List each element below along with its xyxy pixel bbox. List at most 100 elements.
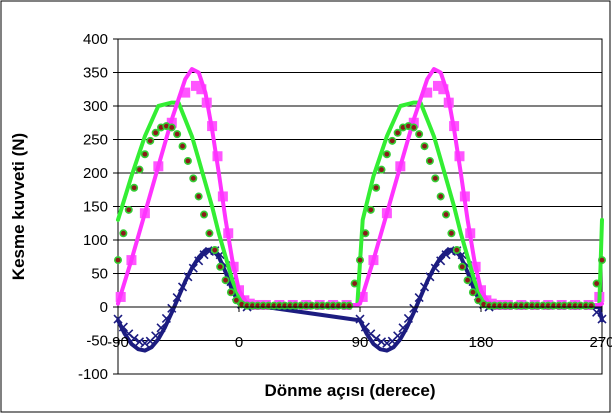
dot-marker	[409, 123, 418, 132]
dot-marker	[189, 174, 198, 183]
dot-marker	[442, 210, 451, 219]
cross-marker	[382, 338, 392, 348]
dot-marker	[114, 256, 123, 265]
y-tick-label: 50	[91, 266, 108, 283]
dot-marker	[474, 296, 483, 305]
y-tick-label: 250	[83, 132, 108, 149]
square-marker	[438, 84, 449, 95]
y-tick-label: 0	[100, 299, 108, 316]
dot-marker	[167, 123, 176, 132]
cross-marker	[371, 333, 381, 344]
cross-marker	[403, 313, 413, 323]
square-marker	[422, 87, 433, 98]
dot-marker	[130, 183, 139, 192]
dot-marker	[415, 130, 424, 139]
dot-marker	[377, 165, 386, 174]
dot-marker	[372, 183, 381, 192]
cross-marker	[360, 322, 370, 332]
dot-marker	[452, 246, 461, 255]
y-tick-label: 200	[83, 165, 108, 182]
dot-marker	[350, 279, 359, 288]
cross-marker	[113, 314, 123, 324]
dot-marker	[587, 301, 596, 310]
dot-marker	[216, 262, 225, 271]
cross-marker	[398, 323, 408, 333]
dot-marker	[431, 174, 440, 183]
cross-marker	[156, 323, 166, 333]
cross-marker	[414, 293, 424, 303]
dot-marker	[232, 296, 241, 305]
dot-marker	[151, 128, 160, 137]
y-tick-label: -100	[78, 366, 108, 383]
series-line-1	[116, 67, 604, 307]
square-marker	[432, 80, 443, 91]
square-marker	[190, 80, 201, 91]
y-tick-label: 150	[83, 199, 108, 216]
dot-marker	[592, 279, 601, 288]
cross-marker	[355, 314, 365, 324]
y-tick-label: -50	[86, 333, 108, 350]
x-axis-title: Dönme açısı (derece)	[264, 381, 435, 400]
x-tick-label: -90	[107, 334, 129, 351]
dot-marker	[221, 276, 230, 285]
dot-marker	[463, 276, 472, 285]
dot-marker	[382, 150, 391, 159]
cross-marker	[409, 303, 419, 313]
cross-marker	[376, 337, 387, 347]
x-tick-label: 270	[589, 334, 612, 351]
x-tick-label: 180	[468, 334, 493, 351]
y-tick-label: 100	[83, 232, 108, 249]
dot-marker	[388, 136, 397, 145]
dot-marker	[226, 288, 235, 297]
cross-marker	[129, 333, 139, 344]
dot-marker	[393, 128, 402, 137]
dot-marker	[345, 301, 354, 310]
dot-marker	[210, 246, 219, 255]
dot-marker	[425, 156, 434, 165]
cross-marker	[151, 331, 161, 341]
dot-marker	[366, 205, 375, 214]
cross-marker	[419, 282, 430, 292]
dot-marker	[124, 205, 133, 214]
dot-marker	[597, 256, 606, 265]
cross-marker	[425, 272, 435, 282]
cross-marker	[140, 338, 150, 348]
dot-marker	[436, 192, 445, 201]
dot-marker	[200, 210, 209, 219]
dot-marker	[420, 142, 429, 151]
y-tick-label: 300	[83, 98, 108, 115]
dot-marker	[140, 150, 149, 159]
cross-marker	[441, 250, 451, 260]
y-axis-title: Kesme kuvveti (N)	[9, 133, 28, 280]
dot-marker	[146, 136, 155, 145]
dot-marker	[361, 229, 370, 238]
dot-marker	[458, 262, 467, 271]
dot-marker	[178, 142, 187, 151]
cross-marker	[430, 263, 440, 273]
x-tick-label: 90	[352, 334, 369, 351]
dot-marker	[194, 192, 203, 201]
axes: -100 -50 0 50 100 150 200 250 300 350 400 -90 0 90 180…	[78, 31, 612, 383]
dot-marker	[119, 229, 128, 238]
dot-marker	[173, 130, 182, 139]
cross-marker	[597, 314, 607, 324]
dot-marker	[183, 156, 192, 165]
square-marker	[180, 87, 191, 98]
cross-marker	[592, 307, 602, 317]
dot-marker	[355, 256, 364, 265]
cross-marker	[134, 337, 145, 347]
dot-marker	[468, 288, 477, 297]
x-tick-label: 0	[235, 334, 243, 351]
dot-marker	[135, 165, 144, 174]
cross-marker	[167, 303, 177, 313]
dot-marker	[205, 229, 214, 238]
cross-marker	[199, 250, 209, 260]
cross-marker	[177, 282, 188, 292]
series-line	[116, 67, 604, 307]
series-layer	[113, 67, 607, 353]
cross-marker	[188, 263, 198, 273]
square-marker	[196, 84, 207, 95]
cross-marker	[183, 272, 193, 282]
